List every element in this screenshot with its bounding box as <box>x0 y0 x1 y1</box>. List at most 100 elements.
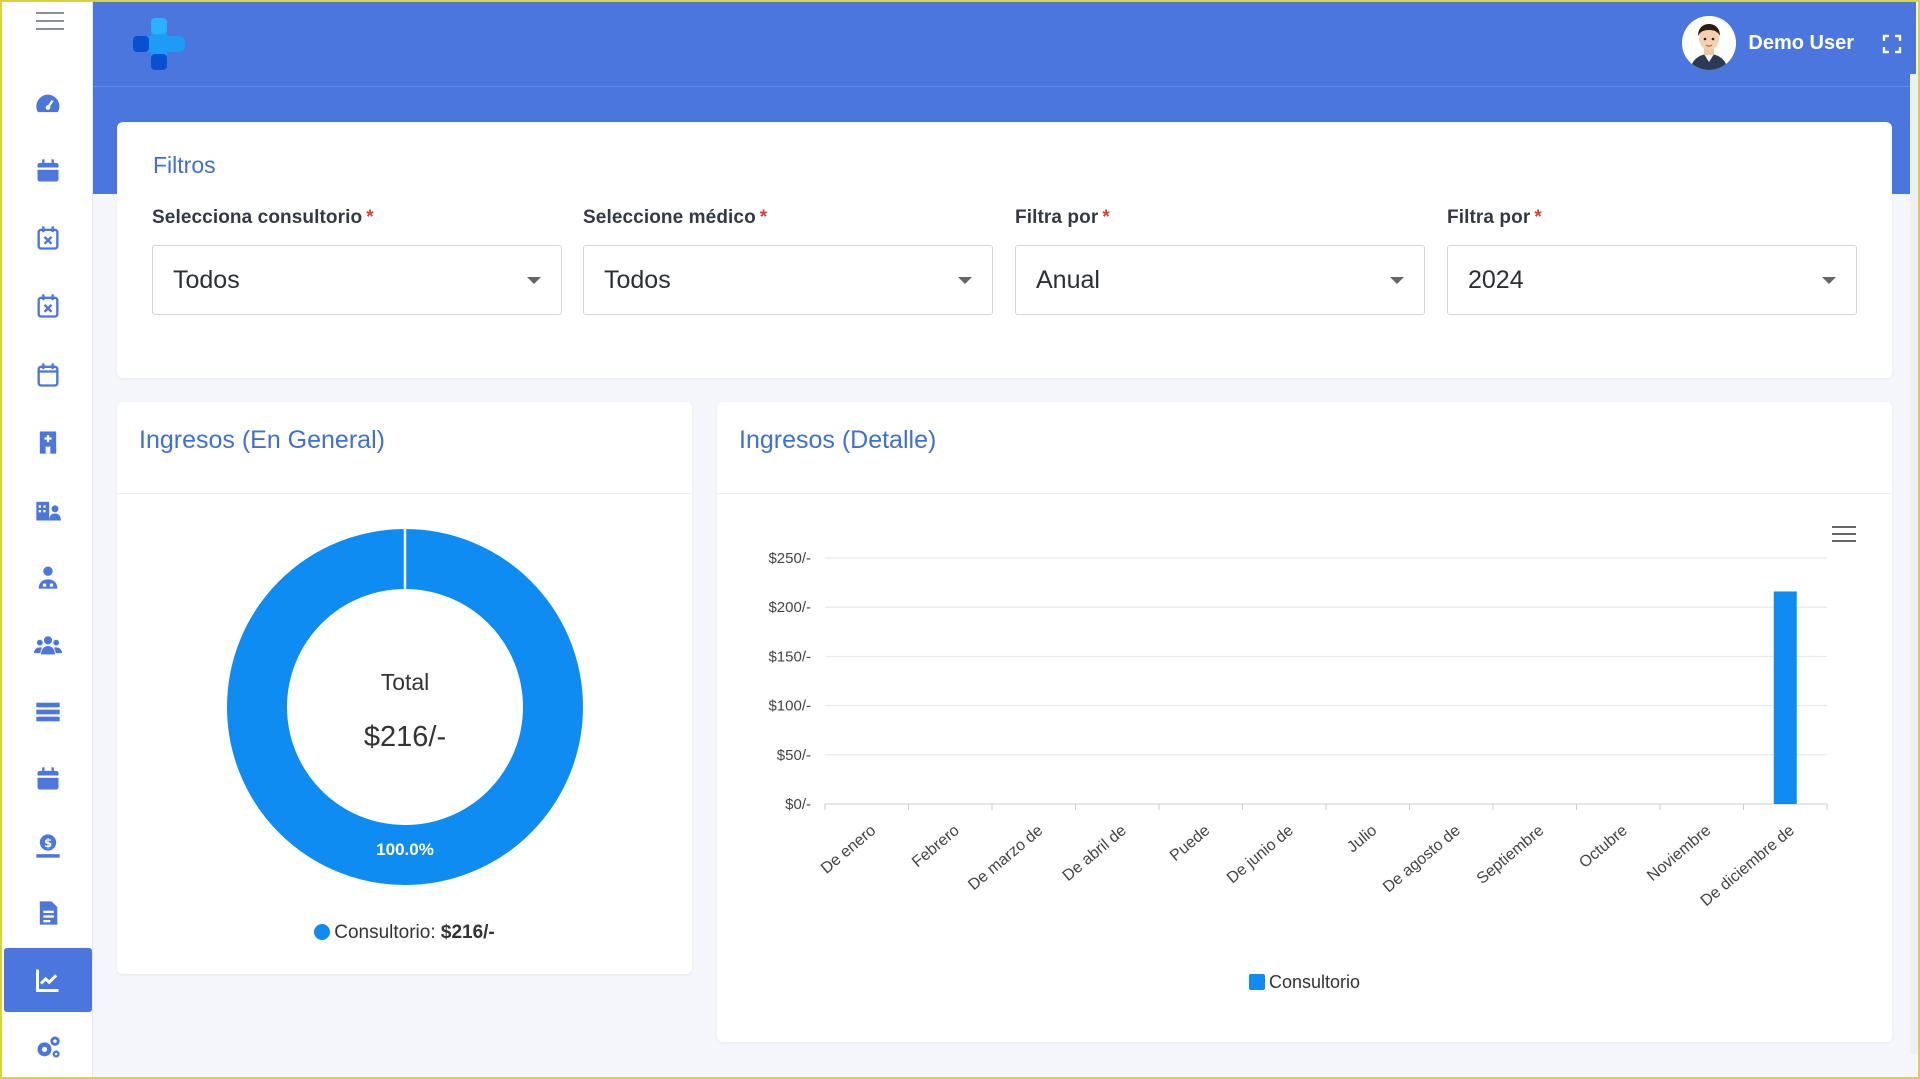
field-label: Filtra por * <box>1447 207 1542 228</box>
sidebar-item-cancelled-appointments[interactable] <box>2 206 93 270</box>
sidebar-item-schedule[interactable] <box>2 343 93 407</box>
medico-select[interactable]: Todos <box>583 245 993 315</box>
calendar-cancel-icon <box>37 226 58 250</box>
calendar-blank-icon <box>37 363 58 387</box>
required-marker: * <box>366 207 374 228</box>
consultorio-select[interactable]: Todos <box>152 245 562 315</box>
y-tick-label: $50/- <box>777 747 811 764</box>
y-tick-label: $100/- <box>768 698 811 715</box>
donut-chart: Total $216/- 100.0% <box>227 529 583 885</box>
y-tick-label: $150/- <box>768 648 811 665</box>
y-tick-label: $0/- <box>785 796 811 813</box>
card-header: Ingresos (En General) <box>117 402 692 494</box>
caret-down-icon <box>1822 276 1836 284</box>
donut-total-label: Total <box>380 669 430 695</box>
select-value: 2024 <box>1468 265 1524 294</box>
calendar-icon <box>37 767 58 790</box>
required-marker: * <box>1102 207 1110 228</box>
x-tick-label: Febrero <box>909 822 963 871</box>
sidebar-item-patients[interactable] <box>2 613 93 677</box>
income-general-card: Ingresos (En General) Total $216/- 100.0… <box>117 402 692 974</box>
sidebar-item-clinic-users[interactable] <box>2 478 93 542</box>
doctor-icon <box>38 566 57 589</box>
year-filter: Filtra por * 2024 <box>1447 207 1857 315</box>
income-detail-title: Ingresos (Detalle) <box>739 426 937 454</box>
hospital-icon <box>39 431 56 454</box>
period-select[interactable]: Anual <box>1015 245 1425 315</box>
x-tick-label: De junio de <box>1224 822 1297 887</box>
consultorio-filter: Selecciona consultorio * Todos <box>152 207 562 315</box>
sidebar-item-income-reports[interactable] <box>4 948 92 1012</box>
x-tick-label: De marzo de <box>965 822 1046 894</box>
filters-title: Filtros <box>153 152 216 178</box>
required-marker: * <box>759 207 768 228</box>
bar-chart: $0/- $50/- $100/- $150/- $200/- $250/- De ener… <box>768 550 1828 910</box>
x-tick-label: Octubre <box>1576 822 1631 872</box>
donut-slice-percent: 100.0% <box>376 840 434 859</box>
period-filter: Filtra por * Anual <box>1015 207 1425 315</box>
x-tick-label: De agosto de <box>1380 822 1464 896</box>
donut-slice-consultorio[interactable] <box>227 529 583 885</box>
bar-12[interactable] <box>1773 591 1797 804</box>
caret-down-icon <box>958 276 972 284</box>
calendar-cancel-icon <box>37 294 58 318</box>
legend-value: $216/- <box>440 922 495 943</box>
sidebar-item-calendar-2[interactable] <box>2 747 93 811</box>
sidebar-item-cancelled-appointments-2[interactable] <box>2 274 93 338</box>
settings-gears-icon <box>37 1036 60 1058</box>
sidebar-item-hospital[interactable] <box>2 410 93 474</box>
hamburger-menu-icon[interactable] <box>36 12 64 32</box>
clinic-users-icon <box>35 501 61 521</box>
sidebar-item-payments[interactable]: $ <box>2 814 93 878</box>
sidebar-item-services[interactable] <box>2 680 93 744</box>
legend-marker <box>314 924 331 940</box>
income-detail-card: Ingresos (Detalle) $0/- $50/- $100/- $150/-… <box>717 402 1892 1042</box>
y-tick-label: $250/- <box>768 550 811 567</box>
server-list-icon <box>35 702 60 722</box>
user-menu[interactable]: Demo User <box>1682 16 1854 70</box>
x-tick-label: De enero <box>818 822 879 877</box>
x-tick-label: Puede <box>1167 822 1213 865</box>
donut-legend[interactable]: Consultorio: $216/- <box>117 922 692 944</box>
field-label: Selecciona consultorio * <box>152 207 374 228</box>
filters-card: Filtros Selecciona consultorio * Todos Se… <box>117 122 1892 378</box>
caret-down-icon <box>527 276 541 284</box>
page-scrollbar[interactable] <box>1910 74 1918 1054</box>
legend-label: Consultorio: <box>334 922 436 943</box>
select-value: Todos <box>173 265 240 294</box>
sidebar-item-settings[interactable] <box>2 1015 93 1079</box>
dashboard-icon <box>35 94 59 113</box>
legend-marker <box>1248 974 1265 990</box>
user-name[interactable]: Demo User <box>1748 31 1854 54</box>
field-label: Seleccione médico * <box>583 207 768 228</box>
sidebar-item-calendar[interactable] <box>2 139 93 203</box>
sidebar-item-dashboard[interactable] <box>2 72 93 136</box>
sidebar-item-reports[interactable] <box>2 881 93 945</box>
avatar[interactable] <box>1682 16 1737 70</box>
x-tick-label: De abril de <box>1060 822 1130 885</box>
field-label: Filtra por * <box>1015 207 1110 228</box>
patients-icon <box>33 636 62 655</box>
sidebar-item-doctors[interactable] <box>2 545 93 609</box>
report-document-icon <box>39 901 57 925</box>
x-tick-label: Septiembre <box>1474 822 1548 888</box>
calendar-icon <box>37 159 58 182</box>
chart-line-icon <box>36 969 59 992</box>
donut-total-value: $216/- <box>363 721 447 753</box>
bar-legend[interactable]: Consultorio <box>717 972 1892 993</box>
caret-down-icon <box>1390 276 1404 284</box>
year-select[interactable]: 2024 <box>1447 245 1857 315</box>
x-tick-label: Julio <box>1344 822 1380 856</box>
sidebar: $ <box>2 2 93 1077</box>
legend-label: Consultorio <box>1268 972 1361 992</box>
card-header: Ingresos (Detalle) <box>717 402 1892 494</box>
medico-filter: Seleccione médico * Todos <box>583 207 993 315</box>
x-tick-label: Noviembre <box>1644 822 1714 885</box>
income-general-title: Ingresos (En General) <box>139 426 385 454</box>
fullscreen-icon[interactable] <box>1882 34 1902 54</box>
app-logo[interactable] <box>129 14 189 74</box>
select-value: Anual <box>1036 265 1100 294</box>
chart-menu-icon[interactable] <box>1832 526 1856 542</box>
select-value: Todos <box>604 265 671 294</box>
svg-text:$: $ <box>43 836 51 850</box>
